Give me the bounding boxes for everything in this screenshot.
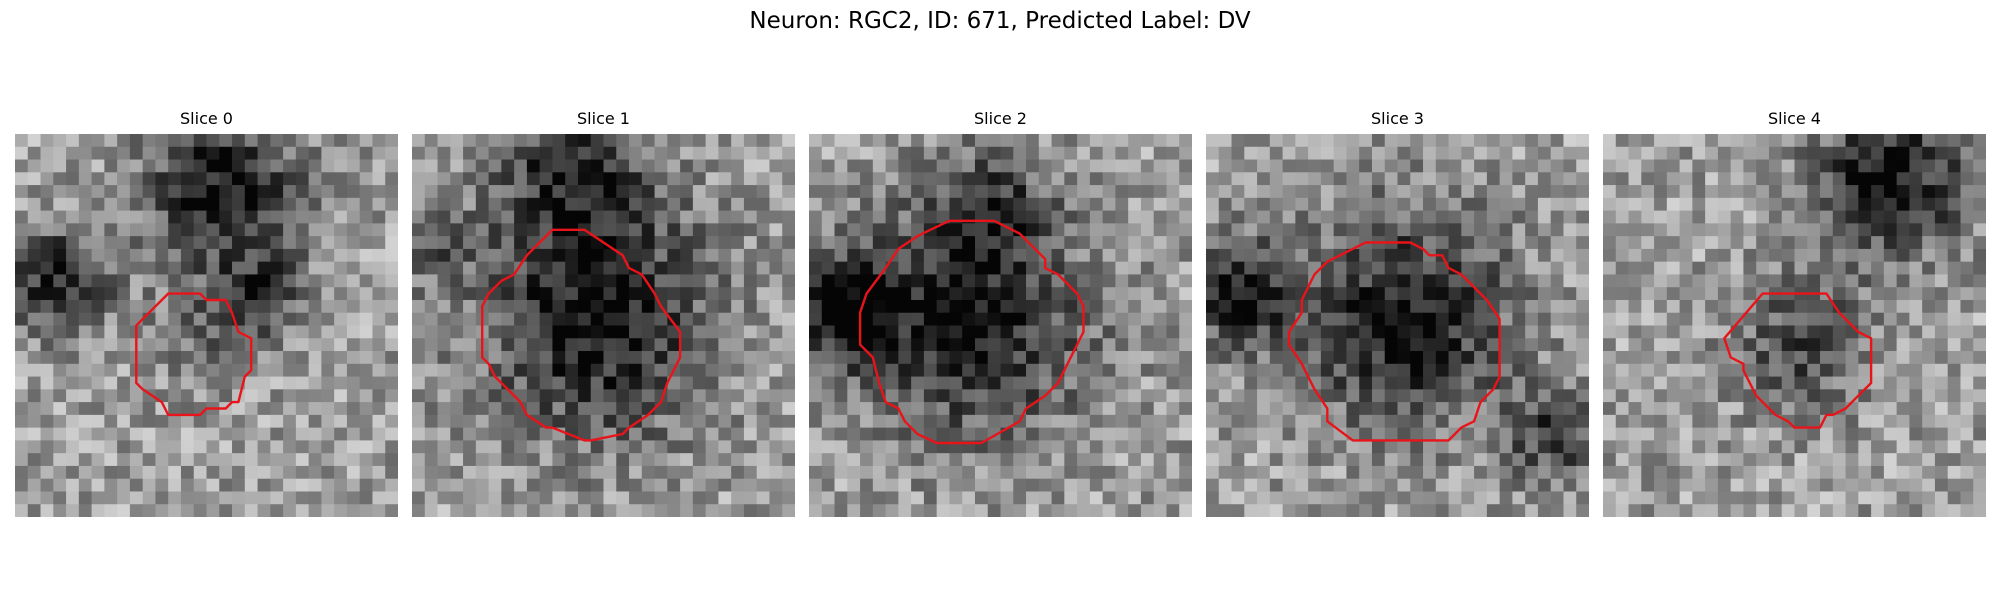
slice-panel-0: Slice 0 (15, 108, 398, 517)
grayscale-pixels (809, 134, 1192, 517)
neuron-outline (480, 228, 682, 442)
slice-title: Slice 4 (1768, 109, 1821, 128)
grayscale-pixels (1603, 134, 1986, 517)
slice-title: Slice 2 (974, 109, 1027, 128)
slice-image (412, 134, 795, 517)
neuron-outline (1723, 292, 1873, 429)
slice-title: Slice 0 (180, 109, 233, 128)
slice-title: Slice 1 (577, 109, 630, 128)
slice-panel-4: Slice 4 (1603, 108, 1986, 517)
slice-image (809, 134, 1192, 517)
neuron-outline (135, 292, 253, 417)
slice-panel-1: Slice 1 (412, 108, 795, 517)
slice-image (1603, 134, 1986, 517)
grayscale-pixels (15, 134, 398, 517)
figure-title: Neuron: RGC2, ID: 671, Predicted Label: … (749, 8, 1251, 34)
neuron-outline (858, 219, 1085, 445)
slice-panel-2: Slice 2 (809, 108, 1192, 517)
slice-title: Slice 3 (1371, 109, 1424, 128)
grayscale-pixels (412, 134, 795, 517)
grayscale-pixels (1206, 134, 1589, 517)
slice-image (1206, 134, 1589, 517)
neuron-outline (1287, 241, 1501, 442)
slice-panel-3: Slice 3 (1206, 108, 1589, 517)
slice-image (15, 134, 398, 517)
